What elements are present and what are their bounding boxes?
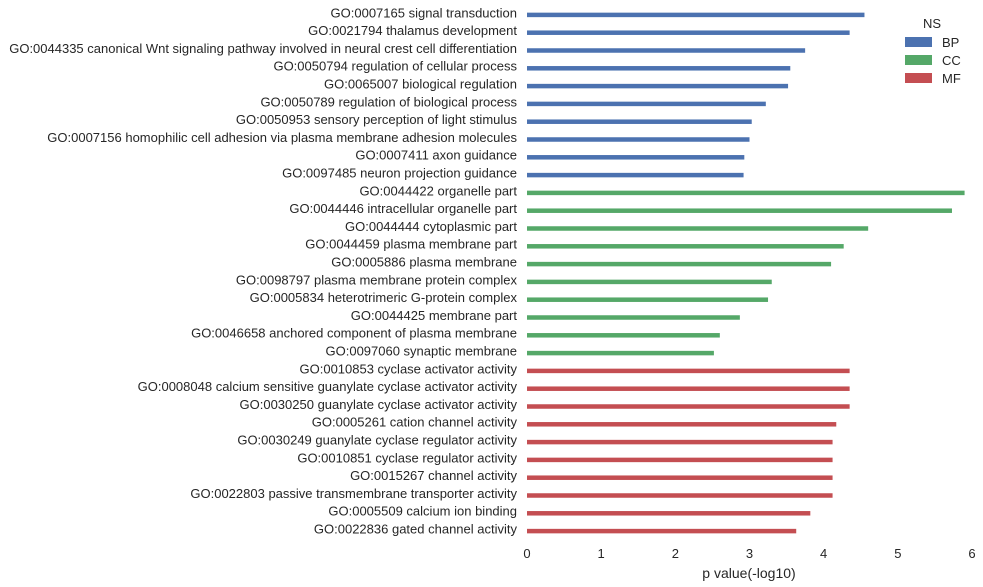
category-label: GO:0015267 channel activity [350, 468, 517, 483]
bar-bp-2 [527, 48, 806, 53]
bar-mf-26 [527, 475, 833, 480]
category-label: GO:0005261 cation channel activity [312, 415, 518, 430]
bar-cc-18 [527, 333, 720, 338]
legend-label-mf: MF [942, 71, 961, 86]
x-tick-label: 0 [523, 546, 530, 561]
bar-bp-6 [527, 119, 752, 124]
bar-mf-21 [527, 386, 850, 391]
bar-cc-19 [527, 350, 714, 356]
bar-mf-23 [527, 422, 837, 427]
bar-bp-4 [527, 83, 789, 89]
bar-cc-11 [527, 208, 952, 213]
bar-mf-22 [527, 404, 850, 409]
category-label: GO:0044422 organelle part [359, 183, 517, 198]
category-label: GO:0044446 intracellular organelle part [289, 201, 517, 216]
x-axis-title: p value(-log10) [702, 565, 795, 581]
bar-cc-16 [527, 297, 769, 302]
bar-mf-24 [527, 439, 833, 445]
category-label: GO:0007411 axon guidance [355, 148, 517, 163]
category-label: GO:0008048 calcium sensitive guanylate c… [138, 379, 518, 394]
category-label: GO:0022803 passive transmembrane transpo… [190, 486, 517, 501]
category-label: GO:0044459 plasma membrane part [305, 237, 517, 252]
category-label: GO:0097060 synaptic membrane [326, 344, 518, 359]
category-label: GO:0050789 regulation of biological proc… [260, 94, 517, 109]
legend-title: NS [923, 16, 941, 31]
category-label: GO:0065007 biological regulation [324, 77, 517, 92]
category-label: GO:0005834 heterotrimeric G-protein comp… [250, 290, 518, 305]
x-tick-label: 3 [746, 546, 753, 561]
bar-bp-1 [527, 30, 850, 35]
legend-swatch-mf [905, 73, 932, 83]
bar-cc-14 [527, 261, 832, 267]
category-label: GO:0005509 calcium ion binding [328, 504, 517, 519]
legend-swatch-bp [905, 37, 932, 47]
x-tick-label: 2 [672, 546, 679, 561]
category-label: GO:0044335 canonical Wnt signaling pathw… [9, 41, 517, 56]
legend-swatch-cc [905, 55, 932, 65]
legend-label-bp: BP [942, 35, 959, 50]
category-label: GO:0007156 homophilic cell adhesion via … [47, 130, 517, 145]
bar-cc-15 [527, 279, 772, 285]
category-label: GO:0010851 cyclase regulator activity [297, 450, 517, 465]
category-label: GO:0005886 plasma membrane [331, 255, 517, 270]
x-axis: 0 1 2 3 4 5 6 [523, 546, 975, 561]
bar-cc-10 [527, 190, 965, 196]
x-tick-label: 6 [968, 546, 975, 561]
bar-mf-29 [527, 528, 797, 534]
category-label: GO:0021794 thalamus development [308, 23, 517, 38]
legend-entries: BP CC MF [905, 35, 961, 86]
x-tick-label: 4 [820, 546, 827, 561]
category-label: GO:0098797 plasma membrane protein compl… [236, 272, 518, 287]
x-tick-label: 1 [598, 546, 605, 561]
bar-mf-28 [527, 511, 811, 516]
bar-mf-20 [527, 368, 850, 374]
category-label: GO:0050794 regulation of cellular proces… [273, 59, 517, 74]
legend: NS BP CC MF [905, 16, 961, 86]
bars-layer [527, 12, 965, 534]
bar-bp-3 [527, 66, 791, 71]
bar-cc-12 [527, 226, 869, 231]
category-label: GO:0030250 guanylate cyclase activator a… [240, 397, 518, 412]
bar-cc-13 [527, 244, 844, 249]
bar-bp-0 [527, 12, 865, 18]
bar-bp-9 [527, 172, 744, 178]
bar-bp-7 [527, 137, 750, 142]
category-label: GO:0046658 anchored component of plasma … [191, 326, 517, 341]
category-label: GO:0044425 membrane part [351, 308, 518, 323]
bar-bp-5 [527, 101, 766, 107]
category-label: GO:0097485 neuron projection guidance [282, 166, 517, 181]
bar-bp-8 [527, 155, 745, 160]
x-tick-label: 5 [894, 546, 901, 561]
category-labels: GO:0007165 signal transduction GO:0021794… [9, 5, 517, 536]
bar-mf-25 [527, 457, 833, 463]
category-label: GO:0007165 signal transduction [331, 5, 517, 20]
category-label: GO:0010853 cyclase activator activity [300, 361, 518, 376]
category-label: GO:0044444 cytoplasmic part [345, 219, 517, 234]
category-label: GO:0022836 gated channel activity [314, 522, 518, 537]
category-label: GO:0030249 guanylate cyclase regulator a… [237, 433, 517, 448]
bar-mf-27 [527, 493, 833, 498]
category-label: GO:0050953 sensory perception of light s… [236, 112, 518, 127]
bar-cc-17 [527, 315, 740, 320]
legend-label-cc: CC [942, 53, 961, 68]
